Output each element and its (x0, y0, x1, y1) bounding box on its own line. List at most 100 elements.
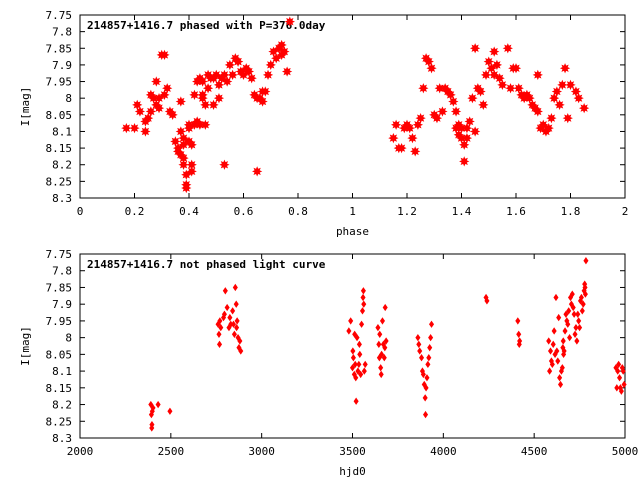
data-point (175, 96, 186, 107)
data-point (410, 146, 421, 157)
y-tick-label: 7.8 (52, 26, 72, 39)
data-point (359, 307, 366, 315)
data-point (352, 360, 358, 369)
x-tick-label: 4000 (430, 445, 457, 458)
data-point (478, 99, 489, 110)
x-tick-label: 1 (349, 205, 356, 218)
data-point (562, 327, 568, 335)
data-point (551, 86, 563, 97)
data-point (276, 49, 287, 61)
data-point (149, 420, 155, 429)
data-point (227, 69, 238, 81)
y-tick-label: 8.15 (46, 142, 73, 155)
y-tick-label: 8.05 (46, 348, 73, 361)
data-point (378, 364, 384, 372)
data-point (491, 59, 503, 71)
data-point (361, 367, 367, 375)
data-point (150, 404, 156, 412)
data-point (159, 89, 170, 100)
data-point (620, 367, 626, 375)
data-point (437, 106, 448, 117)
data-point (181, 169, 192, 180)
data-point (360, 293, 366, 302)
data-point (377, 330, 383, 338)
data-point (375, 323, 381, 332)
data-point (424, 374, 430, 382)
data-point (390, 119, 402, 130)
data-point (382, 344, 388, 352)
data-point (232, 56, 244, 67)
data-point (382, 303, 388, 312)
x-tick-label: 1.6 (506, 205, 526, 218)
data-point (582, 290, 588, 298)
data-point (464, 116, 475, 127)
data-point (197, 76, 208, 87)
data-point (422, 394, 428, 402)
data-point (515, 317, 521, 325)
data-point (554, 347, 560, 355)
y-tick-label: 7.9 (52, 59, 72, 72)
data-point (559, 364, 565, 372)
data-point (376, 354, 382, 362)
x-tick-label: 2500 (158, 445, 185, 458)
data-point (428, 333, 434, 342)
data-point (578, 293, 584, 302)
y-tick-label: 7.95 (46, 315, 73, 328)
y-tick-label: 8.3 (52, 432, 72, 445)
data-point (543, 123, 554, 134)
data-point (571, 310, 577, 318)
data-point (350, 347, 356, 355)
data-point (222, 76, 233, 87)
data-point (419, 354, 425, 362)
data-point (475, 86, 486, 97)
data-point (353, 397, 359, 405)
data-point (566, 307, 572, 315)
data-point (573, 93, 584, 104)
data-point (423, 384, 429, 392)
data-point (417, 347, 423, 355)
y-tick-label: 8.15 (46, 382, 73, 395)
data-point (134, 106, 146, 117)
data-point (489, 46, 500, 57)
data-point (561, 347, 567, 355)
data-point (234, 317, 240, 325)
data-point (434, 83, 445, 94)
data-point (425, 360, 431, 369)
x-tick-label: 0.4 (179, 205, 199, 218)
data-point (232, 283, 238, 292)
data-point (349, 364, 356, 372)
data-point (431, 113, 443, 124)
data-point (583, 257, 589, 265)
data-point (181, 182, 192, 194)
data-point (155, 400, 161, 409)
data-point (230, 307, 236, 315)
data-point (381, 354, 387, 362)
data-point (516, 330, 522, 338)
data-point (200, 119, 211, 130)
data-point (416, 340, 422, 348)
data-point (415, 113, 426, 124)
x-axis-label: phase (336, 225, 369, 238)
chart-title: 214857+1416.7 not phased light curve (87, 258, 326, 271)
data-point (480, 69, 492, 81)
data-point (237, 337, 243, 345)
plot-frame (79, 253, 626, 439)
data-point (559, 63, 571, 74)
data-point (224, 303, 230, 312)
data-point (153, 103, 165, 114)
data-point (469, 43, 481, 54)
data-point (572, 330, 578, 338)
data-point (459, 156, 470, 167)
x-axis-label: hjd0 (339, 465, 366, 478)
data-point (227, 313, 233, 322)
x-tick-label: 0.6 (234, 205, 254, 218)
y-tick-label: 8 (65, 92, 72, 105)
data-point (546, 113, 557, 124)
data-point (547, 367, 553, 375)
data-point (532, 69, 543, 81)
data-point (376, 340, 382, 348)
y-tick-label: 7.85 (46, 281, 73, 294)
data-point (219, 159, 230, 170)
